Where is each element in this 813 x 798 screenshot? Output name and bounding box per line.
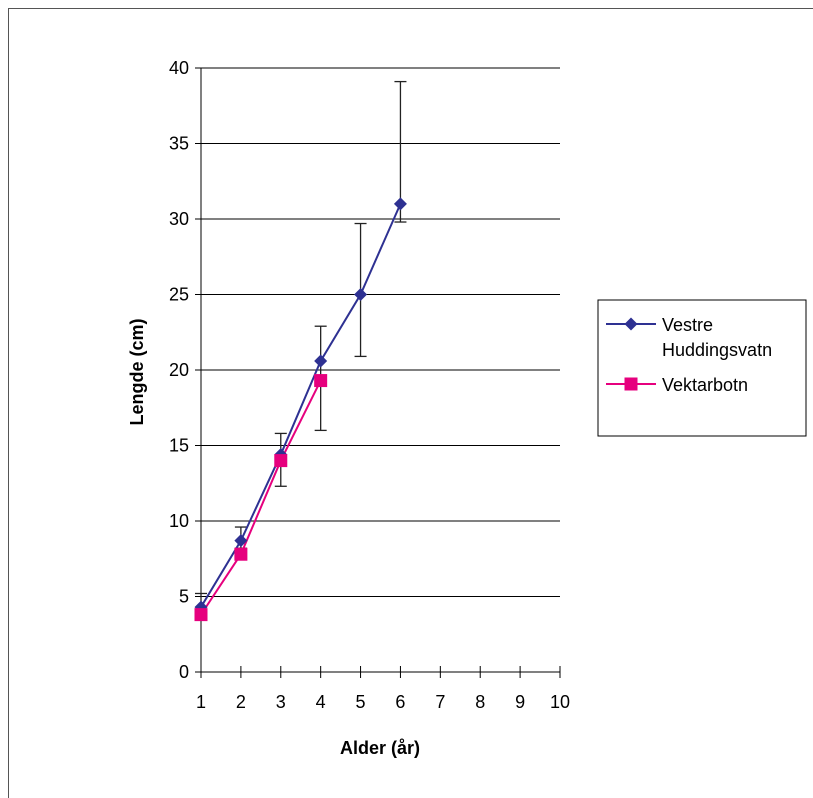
series-lines <box>200 203 402 616</box>
legend-marker-0 <box>624 317 638 331</box>
x-tick-label: 4 <box>316 692 326 712</box>
data-point-1 <box>274 454 288 468</box>
legend-label-1: Vektarbotn <box>662 375 748 395</box>
legend-marker-1 <box>624 377 638 391</box>
y-tick-label: 25 <box>169 285 189 305</box>
data-point-1 <box>194 608 208 622</box>
x-tick-label: 5 <box>356 692 366 712</box>
x-tick-label: 2 <box>236 692 246 712</box>
x-tick-label: 8 <box>475 692 485 712</box>
data-point-1 <box>314 374 328 388</box>
x-tick-label: 10 <box>550 692 570 712</box>
y-axis-title: Lengde (cm) <box>127 318 147 425</box>
series-line-1 <box>200 380 322 616</box>
x-axis-title: Alder (år) <box>340 738 420 758</box>
y-tick-label: 15 <box>169 436 189 456</box>
data-point-0 <box>393 197 407 211</box>
x-tick-label: 6 <box>395 692 405 712</box>
y-tick-label: 0 <box>179 662 189 682</box>
y-tick-label: 40 <box>169 58 189 78</box>
legend: Vestre Huddingsvatn Vektarbotn <box>597 299 807 437</box>
y-tick-label: 10 <box>169 511 189 531</box>
x-tick-label: 1 <box>196 692 206 712</box>
x-tick-label: 9 <box>515 692 525 712</box>
x-tick-labels: 1 2 3 4 5 6 7 8 9 10 <box>196 692 570 712</box>
y-tick-label: 20 <box>169 360 189 380</box>
y-tick-label: 35 <box>169 134 189 154</box>
x-tick-label: 7 <box>435 692 445 712</box>
series-line-0 <box>200 203 402 608</box>
data-point-0 <box>354 288 368 301</box>
axes <box>195 67 561 678</box>
legend-label-0: Vestre <box>662 315 713 335</box>
data-point-0 <box>234 534 248 548</box>
error-bars <box>195 80 407 613</box>
y-tick-label: 5 <box>179 587 189 607</box>
y-tick-label: 30 <box>169 209 189 229</box>
chart-frame <box>8 8 813 798</box>
legend-label-0: Huddingsvatn <box>662 340 772 360</box>
x-tick-label: 3 <box>276 692 286 712</box>
gridlines <box>201 67 560 597</box>
y-tick-labels: 0 5 10 15 20 25 30 35 40 <box>169 58 189 682</box>
data-point-0 <box>314 354 328 368</box>
data-point-1 <box>234 547 248 561</box>
series-markers <box>194 197 407 622</box>
